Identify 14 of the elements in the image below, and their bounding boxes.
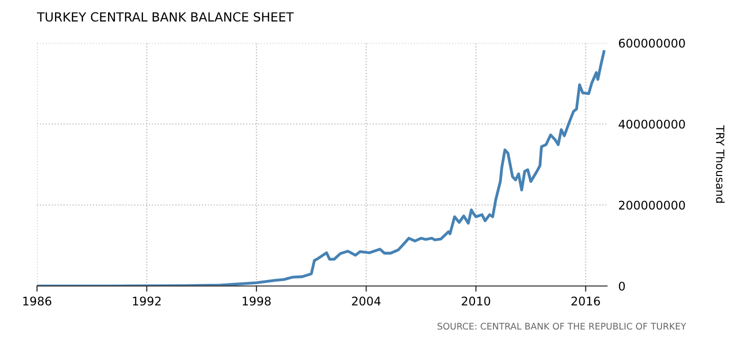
x-tick-label: 2004 <box>352 296 381 306</box>
x-tick-label: 2010 <box>462 296 490 306</box>
x-tick-label: 1998 <box>242 296 271 306</box>
y-tick-label: 600000000 <box>618 38 685 48</box>
chart-title: TURKEY CENTRAL BANK BALANCE SHEET <box>36 12 294 22</box>
source-note: SOURCE: CENTRAL BANK OF THE REPUBLIC OF TURKEY <box>438 322 686 330</box>
line-series <box>37 50 606 286</box>
x-tick-label: 1986 <box>23 296 52 306</box>
y-axis-title: TRY Thousand <box>716 125 725 203</box>
y-tick-label: 0 <box>618 282 625 291</box>
x-tick-label: 2016 <box>572 296 600 306</box>
y-tick-label: 400000000 <box>618 120 685 129</box>
x-tick-label: 1992 <box>133 296 161 306</box>
y-tick-label: 200000000 <box>618 200 685 210</box>
